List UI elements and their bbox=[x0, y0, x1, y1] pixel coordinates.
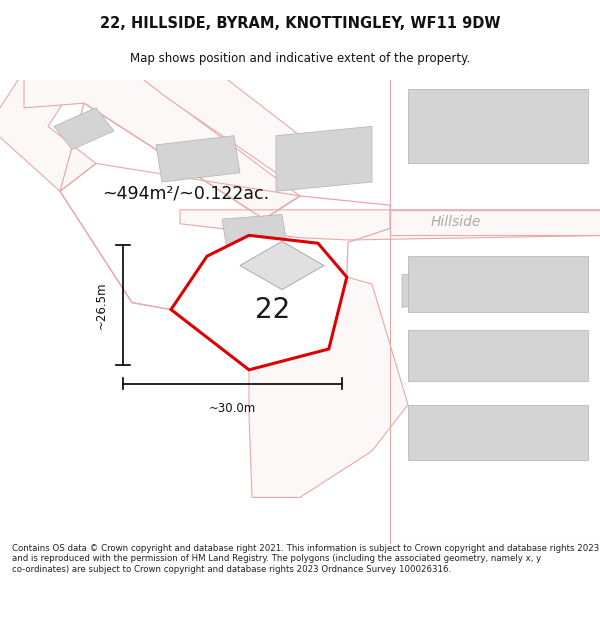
Polygon shape bbox=[0, 71, 96, 191]
Polygon shape bbox=[180, 210, 600, 240]
Polygon shape bbox=[402, 270, 468, 308]
Polygon shape bbox=[54, 108, 114, 149]
Polygon shape bbox=[156, 136, 240, 182]
Text: Map shows position and indicative extent of the property.: Map shows position and indicative extent… bbox=[130, 52, 470, 65]
Polygon shape bbox=[132, 71, 312, 172]
Polygon shape bbox=[408, 331, 588, 381]
Text: ~30.0m: ~30.0m bbox=[209, 402, 256, 415]
Text: Contains OS data © Crown copyright and database right 2021. This information is : Contains OS data © Crown copyright and d… bbox=[12, 544, 599, 574]
Polygon shape bbox=[240, 241, 324, 289]
Text: 22: 22 bbox=[256, 296, 290, 324]
Polygon shape bbox=[408, 404, 588, 460]
Polygon shape bbox=[408, 256, 588, 312]
Polygon shape bbox=[171, 236, 347, 370]
Polygon shape bbox=[222, 214, 288, 256]
Polygon shape bbox=[408, 89, 588, 164]
Polygon shape bbox=[249, 277, 408, 498]
Text: Hillside: Hillside bbox=[431, 216, 481, 229]
Text: 22, HILLSIDE, BYRAM, KNOTTINGLEY, WF11 9DW: 22, HILLSIDE, BYRAM, KNOTTINGLEY, WF11 9… bbox=[100, 16, 500, 31]
Polygon shape bbox=[24, 71, 300, 219]
Text: ~494m²/~0.122ac.: ~494m²/~0.122ac. bbox=[102, 184, 269, 203]
Polygon shape bbox=[276, 126, 372, 191]
Text: ~26.5m: ~26.5m bbox=[95, 281, 108, 329]
